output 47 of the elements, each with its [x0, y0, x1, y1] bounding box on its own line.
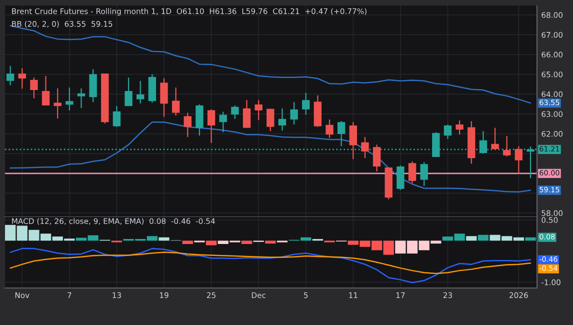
- candlestick: [6, 65, 14, 86]
- candlestick: [242, 100, 251, 128]
- candlestick: [172, 87, 180, 116]
- candlestick: [124, 76, 132, 107]
- candlestick: [302, 92, 310, 116]
- candlestick: [18, 68, 26, 90]
- bar: [525, 237, 536, 241]
- candlestick: [444, 124, 452, 140]
- candlestick: [290, 102, 298, 126]
- candlestick: [160, 78, 168, 118]
- candlestick: [184, 112, 192, 138]
- candlestick: [503, 135, 511, 157]
- candlestick: [349, 122, 358, 160]
- candlestick: [491, 127, 499, 150]
- candlestick: [420, 162, 428, 186]
- bar: [466, 236, 477, 241]
- candlestick: [338, 120, 346, 147]
- bar: [182, 240, 193, 244]
- candlestick: [42, 75, 50, 106]
- candlestick: [196, 104, 204, 136]
- candlestick: [396, 164, 404, 190]
- bar: [478, 234, 489, 241]
- line-series: [10, 248, 532, 284]
- candlestick: [136, 80, 144, 104]
- line-series: [10, 252, 532, 274]
- candlestick: [326, 118, 334, 138]
- candlestick: [66, 87, 74, 111]
- candlestick: [54, 88, 62, 120]
- candlestick: [219, 111, 227, 133]
- candlestick: [30, 76, 38, 99]
- candlestick: [278, 108, 286, 132]
- candlestick: [408, 160, 416, 184]
- candlestick: [361, 136, 369, 159]
- candlestick: [456, 120, 464, 136]
- candlestick: [89, 68, 97, 103]
- candlestick: [207, 108, 216, 144]
- candlestick: [266, 108, 274, 132]
- candlestick: [254, 100, 262, 121]
- bar: [158, 237, 170, 241]
- candlestick: [231, 104, 239, 120]
- candlestick: [112, 105, 121, 128]
- bar: [206, 240, 217, 246]
- candlestick: [514, 146, 523, 174]
- bar: [241, 240, 252, 244]
- candlestick: [77, 88, 86, 109]
- bar: [265, 240, 276, 244]
- candlestick: [372, 144, 381, 172]
